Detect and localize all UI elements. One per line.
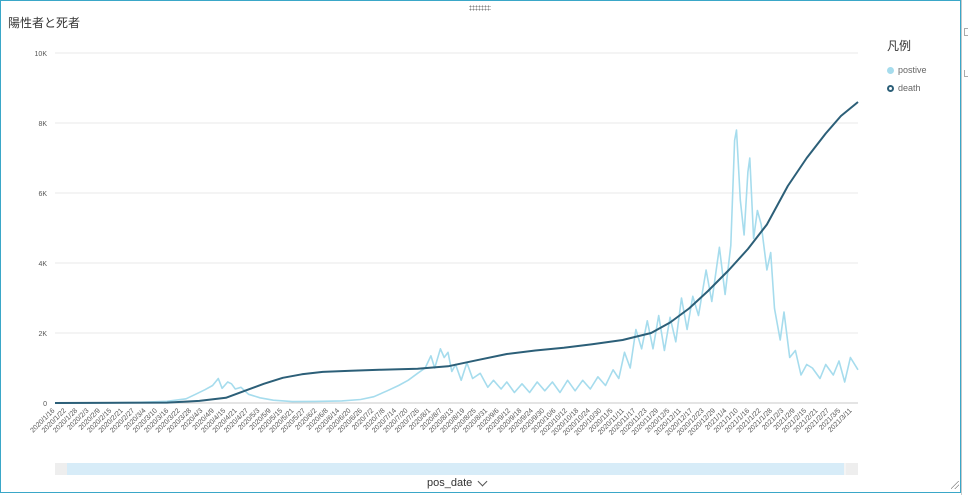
legend-item-postive[interactable]: postive — [887, 63, 927, 77]
zoom-slider-right-handle[interactable] — [846, 463, 858, 475]
x-axis-field-label: pos_date — [427, 477, 473, 489]
legend-label: death — [898, 83, 921, 93]
chevron-down-icon — [477, 476, 488, 486]
y-tick-label: 10K — [35, 51, 48, 58]
legend-marker-icon — [887, 84, 894, 92]
drag-grip-icon[interactable] — [469, 5, 491, 11]
legend-marker-icon — [887, 66, 894, 74]
series-line-postive — [54, 129, 859, 404]
line-chart: 02K4K6K8K10K2020/1/162020/1/222020/1/282… — [29, 51, 859, 437]
legend-title: 凡例 — [887, 39, 912, 53]
legend-item-death[interactable]: death — [887, 81, 921, 95]
legend-label: postive — [898, 65, 927, 75]
x-axis-field-selector[interactable]: pos_date — [427, 476, 488, 489]
resize-handle-icon[interactable] — [951, 481, 959, 489]
zoom-slider-range[interactable] — [67, 463, 844, 475]
y-tick-label: 4K — [38, 261, 47, 268]
y-tick-label: 2K — [38, 331, 47, 338]
y-tick-label: 6K — [38, 191, 47, 198]
chart-title: 陽性者と死者 — [8, 16, 81, 30]
zoom-slider-left-handle[interactable] — [55, 463, 67, 475]
y-tick-label: 8K — [38, 121, 47, 128]
series-line-death — [54, 101, 859, 404]
side-panel-edge — [961, 0, 968, 495]
y-tick-label: 0 — [43, 401, 47, 408]
